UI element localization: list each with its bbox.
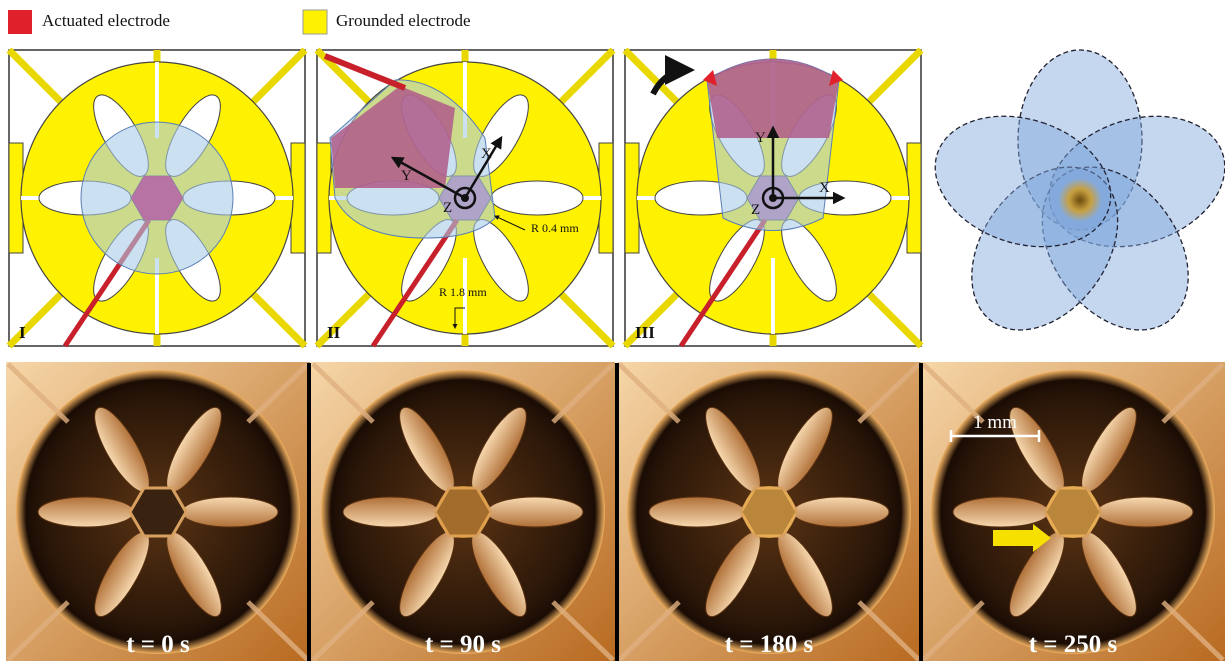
time-label: t = 180 s — [725, 631, 814, 658]
scale-bar-label: 1 mm — [973, 412, 1017, 433]
panel-label: III — [635, 323, 655, 342]
legend-swatch — [303, 10, 327, 34]
legend-swatch — [8, 10, 32, 34]
axis-label: Y — [755, 130, 766, 146]
axis-label: Z — [751, 202, 760, 218]
axis-label: X — [481, 146, 492, 162]
time-label: t = 90 s — [425, 631, 501, 658]
annotation: R 0.4 mm — [531, 221, 579, 235]
figure: Actuated electrode Grounded electrode I … — [0, 0, 1225, 661]
photo-row: t = 0 s t = 90 s t = 180 s 1 mm t = 250 … — [6, 362, 1225, 661]
axis-label: Z — [443, 200, 452, 216]
legend-label: Actuated electrode — [42, 11, 170, 30]
panel-ii: X Y Z R 0.4 mm R 1.8 mm II — [317, 50, 613, 346]
axis-label: X — [819, 180, 830, 196]
time-label: t = 250 s — [1029, 631, 1118, 658]
annotation: R 1.8 mm — [439, 285, 487, 299]
legend-label: Grounded electrode — [336, 11, 471, 30]
flower-diagram — [918, 50, 1225, 358]
panel-iii: X Y Z III — [625, 50, 921, 346]
panel-i: I — [9, 50, 305, 346]
panel-label: I — [19, 323, 26, 342]
time-label: t = 0 s — [126, 631, 190, 658]
panel-label: II — [327, 323, 341, 342]
axis-label: Y — [401, 168, 412, 184]
